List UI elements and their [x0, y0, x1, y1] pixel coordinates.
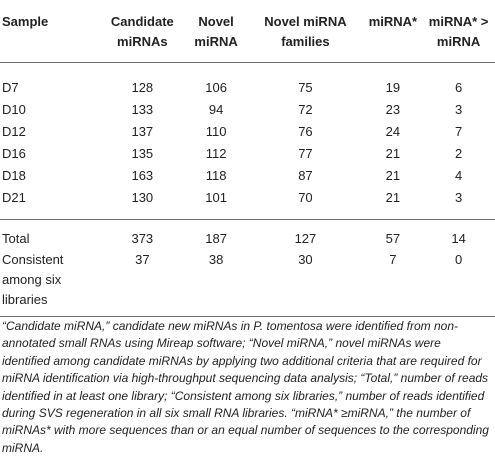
header-novel-mirna-families: Novel miRNA families	[247, 0, 364, 63]
header-novel-mirna: Novel miRNA	[184, 0, 248, 63]
cell: 21	[385, 146, 401, 161]
cell: 77	[298, 146, 313, 161]
cell: 106	[205, 80, 227, 95]
cell: 75	[298, 80, 313, 95]
cell: 127	[294, 231, 317, 246]
total-row: Total 373 187 127 57 14	[0, 220, 495, 251]
cell: 2	[454, 146, 463, 161]
header-candidate-mirnas: Candidate miRNAs	[99, 0, 185, 63]
cell: 7	[389, 252, 397, 267]
cell: 87	[298, 168, 313, 183]
cell-sample: D10	[2, 102, 26, 117]
cell: 101	[205, 190, 227, 205]
cell-sample: D21	[2, 190, 26, 205]
cell: 163	[131, 168, 154, 183]
cell: 30	[298, 252, 313, 267]
cell: 70	[298, 190, 313, 205]
header-mirna-star-gt-mirna: miRNA* > miRNA	[422, 0, 495, 63]
cell: 6	[454, 80, 463, 95]
cell: 110	[205, 124, 227, 139]
table-row: D12 137 110 76 24 7	[0, 121, 495, 143]
cell: 187	[205, 231, 227, 246]
cell: 7	[454, 124, 463, 139]
cell: 112	[205, 146, 227, 161]
cell-sample: D16	[2, 146, 26, 161]
table-row: D10 133 94 72 23 3	[0, 99, 495, 121]
cell: 118	[205, 168, 227, 183]
cell: 3	[454, 102, 463, 117]
cell: 135	[131, 146, 154, 161]
cell: 76	[298, 124, 313, 139]
cell: 21	[385, 168, 401, 183]
header-sample: Sample	[0, 0, 100, 63]
cell: 57	[385, 231, 401, 246]
cell: 0	[454, 252, 463, 267]
cell: 21	[385, 190, 401, 205]
cell-sample: Consistent among six libraries	[2, 252, 64, 307]
cell: 14	[451, 231, 466, 246]
cell: 23	[385, 102, 401, 117]
table-row: D18 163 118 87 21 4	[0, 165, 495, 187]
cell: 19	[385, 80, 401, 95]
cell: 37	[135, 252, 150, 267]
cell: 24	[385, 124, 401, 139]
cell-sample: D7	[2, 80, 19, 95]
table-row: D16 135 112 77 21 2	[0, 143, 495, 165]
cell: 4	[454, 168, 463, 183]
cell: 133	[131, 102, 154, 117]
header-mirna-star: miRNA*	[363, 0, 423, 63]
table-row: D7 128 106 75 19 6	[0, 77, 495, 99]
cell: 3	[454, 190, 463, 205]
cell: 128	[131, 80, 154, 95]
cell: 38	[208, 252, 224, 267]
cell-sample: D18	[2, 168, 26, 183]
cell-sample: Total	[2, 231, 30, 246]
cell-sample: D12	[2, 124, 26, 139]
header-row: Sample Candidate miRNAs Novel miRNA Nove…	[0, 0, 495, 63]
mirna-table: Sample Candidate miRNAs Novel miRNA Nove…	[0, 0, 495, 317]
cell: 72	[298, 102, 313, 117]
cell: 94	[208, 102, 224, 117]
table-row: D21 130 101 70 21 3	[0, 187, 495, 209]
cell: 130	[131, 190, 154, 205]
table-footnote: “Candidate miRNA,” candidate new miRNAs …	[2, 319, 489, 455]
cell: 373	[131, 231, 154, 246]
cell: 137	[131, 124, 154, 139]
consistent-row: Consistent among six libraries 37 38 30 …	[0, 250, 495, 310]
